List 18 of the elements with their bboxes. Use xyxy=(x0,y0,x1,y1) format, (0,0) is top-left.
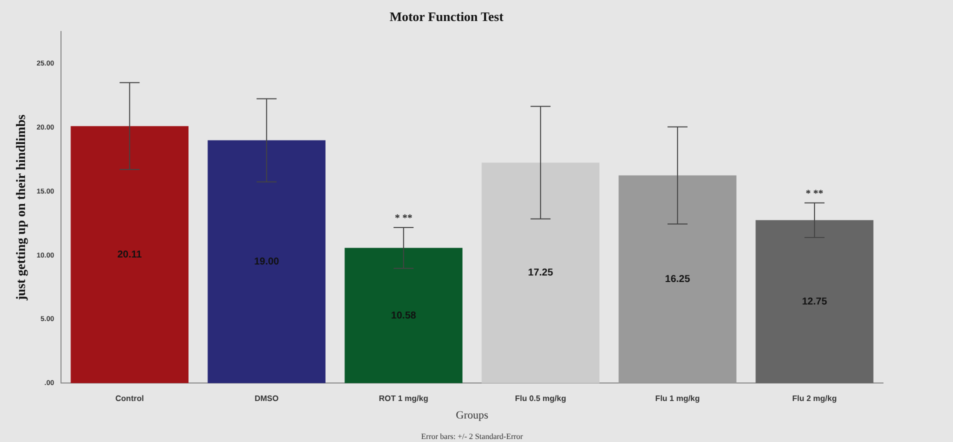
chart-title: Motor Function Test xyxy=(390,9,504,24)
x-axis-title: Groups xyxy=(456,409,488,422)
x-tick-label: Control xyxy=(115,394,144,404)
data-label: 20.11 xyxy=(117,249,142,260)
annotation: * ** xyxy=(394,213,412,224)
y-axis-title: just getting up on their hindlimbs xyxy=(13,114,28,302)
data-label: 16.25 xyxy=(665,274,690,286)
x-tick-label: Flu 0.5 mg/kg xyxy=(514,394,566,404)
x-tick-label: DMSO xyxy=(254,394,279,404)
x-tick-label: ROT 1 mg/kg xyxy=(378,394,428,404)
text: Error bars: +/- 2 Standard-Error xyxy=(421,432,524,441)
data-label: 10.58 xyxy=(391,310,417,322)
data-label: 12.75 xyxy=(802,296,828,308)
x-tick-label: Flu 2 mg/kg xyxy=(792,394,837,404)
data-label: 19.00 xyxy=(254,256,280,268)
annotation: * ** xyxy=(806,188,824,200)
x-tick-label: Flu 1 mg/kg xyxy=(655,394,700,404)
data-label: 17.25 xyxy=(528,268,554,279)
